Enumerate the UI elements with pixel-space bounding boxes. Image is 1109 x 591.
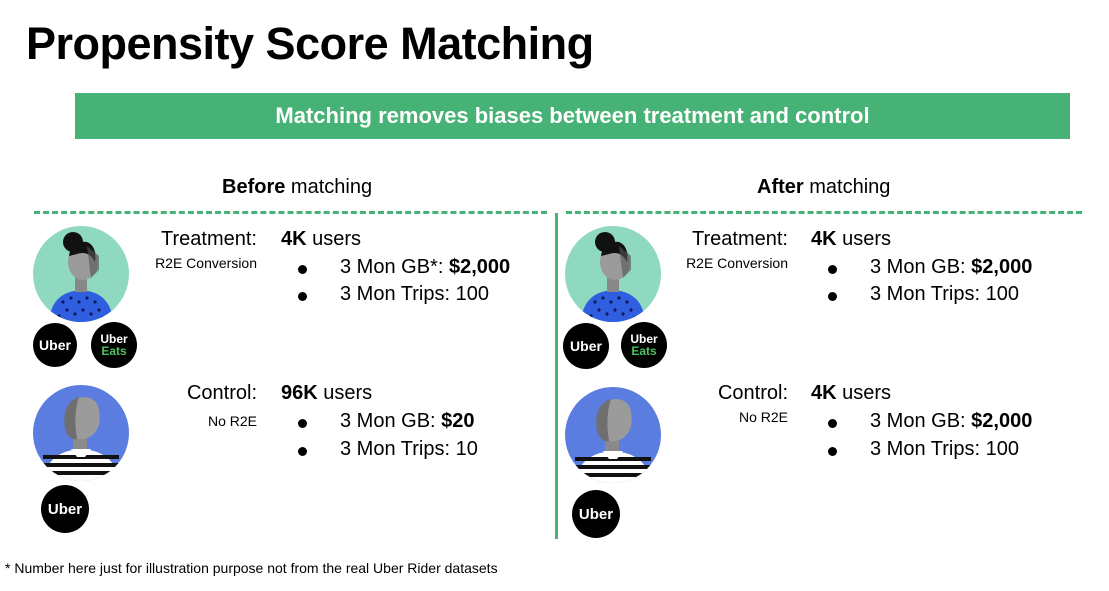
before-control-gb-value: $20 [441,410,475,432]
after-control-label: Control: [717,382,788,404]
after-heading-rest: matching [809,176,891,198]
banner: Matching removes biases between treatmen… [75,93,1070,139]
before-treatment-trips: 3 Mon Trips: 100 [340,283,489,305]
after-treatment-label: Treatment: [692,228,788,250]
before-control-sublabel: No R2E [207,413,257,429]
divider-vertical [555,213,558,539]
after-treatment-gb-value: $2,000 [971,256,1033,278]
before-treatment-gb-label: 3 Mon GB*: [340,256,444,278]
bullet-dot [828,447,837,456]
before-control-users: 96K users [281,382,372,405]
after-control-users-word: users [842,382,892,404]
footnote: * Number here just for illustration purp… [5,560,498,576]
uber-logo-icon: Uber [41,485,89,533]
after-treatment-users-word: users [842,228,892,250]
page-title: Propensity Score Matching [26,18,594,69]
before-control-users-count: 96K [281,382,318,404]
divider-dashed-right [566,211,1082,214]
bullet-dot [298,265,307,274]
uber-logo-text: Uber [47,500,83,518]
after-heading: After matching [757,176,890,199]
uber-logo-text: Uber [570,338,602,354]
uber-logo-text: Uber [578,505,614,523]
uber-eats-logo-bottom: Eats [631,344,657,358]
bullet-dot [298,447,307,456]
after-treatment-gb-label: 3 Mon GB: [870,256,966,278]
before-control-gb-label: 3 Mon GB: [340,410,436,432]
after-treatment-users: 4K users [811,228,891,251]
before-treatment-users-count: 4K [281,228,307,250]
after-heading-bold: After [757,176,804,198]
after-control-users: 4K users [811,382,891,405]
before-control-label: Control: [186,382,257,404]
uber-eats-logo-bottom: Eats [101,344,127,358]
before-treatment-gb-value: $2,000 [448,256,511,278]
divider-dashed-left [34,211,547,214]
before-treatment-sublabel: R2E Conversion [155,255,257,271]
after-control-users-count: 4K [811,382,837,404]
after-treatment-trips: 3 Mon Trips: 100 [870,283,1019,305]
uber-eats-logo-top: Uber [630,332,658,346]
control-person-icon [33,385,129,481]
uber-eats-logo-top: Uber [100,332,128,346]
before-heading: Before matching [222,176,372,199]
treatment-person-icon [33,226,129,322]
before-heading-rest: matching [290,176,373,198]
uber-logo-icon: Uber [563,323,609,369]
after-treatment-users-count: 4K [811,228,837,250]
bullet-dot [828,265,837,274]
uber-eats-logo-icon: Uber Eats [621,322,667,368]
before-treatment-users: 4K users [281,228,361,251]
before-control-trips: 3 Mon Trips: 10 [340,438,478,460]
bullet-dot [828,292,837,301]
after-control-sublabel: No R2E [738,409,788,425]
uber-logo-icon: Uber [572,490,620,538]
before-treatment-label: Treatment: [161,228,257,250]
after-control-gb-label: 3 Mon GB: [870,410,966,432]
bullet-dot [828,419,837,428]
after-control-trips: 3 Mon Trips: 100 [870,438,1019,460]
after-treatment-sublabel: R2E Conversion [686,255,788,271]
control-person-icon [565,387,661,483]
uber-logo-text: Uber [39,337,71,353]
before-control-users-word: users [323,382,373,404]
after-control-gb-value: $2,000 [971,410,1033,432]
bullet-dot [298,419,307,428]
uber-eats-logo-icon: Uber Eats [91,322,137,368]
uber-logo-icon: Uber [33,323,77,367]
before-treatment-users-word: users [312,228,362,250]
before-heading-bold: Before [222,176,286,198]
treatment-person-icon [565,226,661,322]
bullet-dot [298,292,307,301]
